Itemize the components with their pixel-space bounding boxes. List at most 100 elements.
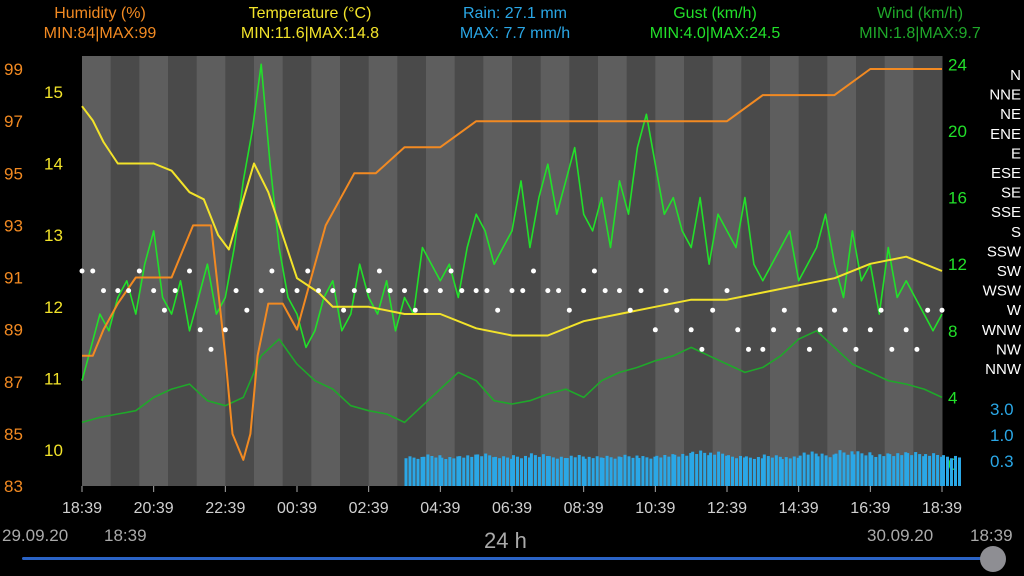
wind-direction-dot bbox=[746, 346, 751, 352]
rain-bar bbox=[484, 453, 488, 486]
time-slider-handle[interactable] bbox=[980, 546, 1006, 572]
plot-stripe bbox=[884, 56, 914, 486]
temperature-title: Temperature (°C) bbox=[248, 5, 372, 22]
rain-bar bbox=[488, 455, 492, 486]
rain-bar bbox=[444, 458, 448, 486]
rain-bar bbox=[703, 452, 707, 486]
plot-stripe bbox=[340, 56, 370, 486]
rain-bar bbox=[918, 454, 922, 486]
start-date: 29.09.20 bbox=[2, 526, 69, 545]
plot-stripe bbox=[540, 56, 570, 486]
rain-bar bbox=[798, 455, 802, 486]
wind-direction-dot bbox=[591, 268, 597, 274]
temperature-tick-label: 10 bbox=[44, 441, 63, 460]
rain-bar bbox=[850, 451, 854, 486]
rain-bar bbox=[727, 455, 730, 486]
rain-bar bbox=[838, 450, 842, 486]
rain-bar bbox=[760, 458, 764, 486]
rain-bar bbox=[810, 451, 814, 486]
plot-stripe bbox=[368, 56, 398, 486]
rain-bar bbox=[408, 456, 412, 486]
wind-direction-dot bbox=[674, 307, 680, 313]
wind-direction-dot bbox=[126, 288, 132, 294]
rain-bar bbox=[563, 458, 567, 486]
wind-range: MIN:1.8|MAX:9.7 bbox=[859, 25, 981, 42]
rain-bar bbox=[420, 456, 424, 486]
rain-bar bbox=[796, 457, 800, 486]
rain-tick-label: 1.0 bbox=[990, 426, 1014, 445]
rain-bar bbox=[528, 457, 531, 486]
rain-bar bbox=[896, 453, 900, 486]
x-tick-label: 06:39 bbox=[492, 500, 532, 517]
wind-direction-dot bbox=[566, 307, 572, 313]
wind-direction-dot bbox=[448, 268, 454, 274]
rain-bar bbox=[452, 458, 456, 486]
rain-bar bbox=[852, 454, 856, 486]
rain-bar bbox=[524, 455, 527, 486]
wind-direction-label: W bbox=[1007, 302, 1022, 319]
plot-stripe bbox=[798, 56, 828, 486]
plot-stripe bbox=[655, 56, 685, 486]
rain-bar bbox=[591, 458, 595, 486]
rain-bar bbox=[954, 455, 957, 486]
plot-stripe bbox=[626, 56, 656, 486]
wind-direction-dot bbox=[208, 346, 214, 352]
wind-header: Wind (km/h) MIN:1.8|MAX:9.7 bbox=[830, 4, 1010, 44]
rain-bar bbox=[699, 450, 703, 486]
wind-direction-dot bbox=[520, 288, 526, 294]
x-tick-label: 14:39 bbox=[779, 500, 819, 517]
wind-direction-dot bbox=[473, 288, 479, 294]
x-tick-label: 00:39 bbox=[277, 500, 317, 517]
wind-direction-label: WNW bbox=[982, 322, 1022, 339]
rain-bar bbox=[627, 456, 631, 486]
time-slider-track[interactable] bbox=[22, 557, 990, 560]
rain-bar bbox=[583, 458, 587, 486]
plot-stripe bbox=[196, 56, 226, 486]
rain-bar bbox=[529, 453, 533, 486]
rain-bar bbox=[748, 457, 752, 486]
rain-bar bbox=[533, 455, 537, 486]
wind-direction-dot bbox=[341, 307, 347, 313]
wind-direction-label: SE bbox=[1001, 185, 1021, 202]
rain-bar bbox=[878, 454, 882, 486]
rain-bar bbox=[422, 456, 426, 486]
rain-bar bbox=[609, 457, 613, 486]
wind-direction-label: NE bbox=[1000, 106, 1021, 123]
wind-direction-dot bbox=[316, 288, 321, 294]
wind-direction-dot bbox=[617, 288, 622, 294]
wind-direction-dot bbox=[412, 307, 418, 313]
rain-bar bbox=[404, 458, 408, 486]
rain-bar bbox=[516, 456, 519, 486]
rain-bar bbox=[663, 454, 667, 486]
wind-direction-dot bbox=[172, 288, 178, 294]
wind-direction-dot bbox=[699, 346, 705, 352]
rain-bar bbox=[412, 457, 416, 486]
wind-direction-label: ESE bbox=[991, 165, 1021, 182]
rain-bar bbox=[824, 455, 828, 486]
wind-direction-dot bbox=[423, 288, 429, 294]
wind-direction-label: E bbox=[1011, 145, 1021, 162]
gust-tick-label: 24 bbox=[948, 55, 967, 74]
rain-bar bbox=[828, 457, 832, 486]
wind-direction-dot bbox=[903, 327, 909, 333]
wind-direction-dot bbox=[602, 288, 608, 294]
rain-bar bbox=[569, 455, 573, 486]
rain-bar bbox=[780, 459, 784, 486]
rain-bar bbox=[713, 454, 717, 486]
rain-bar bbox=[653, 456, 657, 486]
rain-bar bbox=[900, 455, 904, 486]
rain-bar bbox=[932, 453, 936, 486]
rain-bar bbox=[910, 455, 914, 486]
wind-direction-label: NNE bbox=[989, 87, 1021, 104]
rain-bar bbox=[846, 454, 850, 486]
rain-bar bbox=[756, 457, 760, 486]
plot-stripe bbox=[512, 56, 542, 486]
rain-bar bbox=[555, 458, 559, 486]
x-tick-label: 18:39 bbox=[922, 500, 962, 517]
rain-bar bbox=[456, 456, 460, 486]
wind-direction-dot bbox=[531, 268, 536, 274]
rain-bar bbox=[645, 457, 649, 486]
gust-tick-label: 20 bbox=[948, 122, 967, 141]
weather-chart[interactable]: 18:39 20:39 22:39 00:39 02:39 04:39 06:39 08:39… bbox=[0, 0, 1024, 520]
rain-bar bbox=[770, 457, 774, 486]
